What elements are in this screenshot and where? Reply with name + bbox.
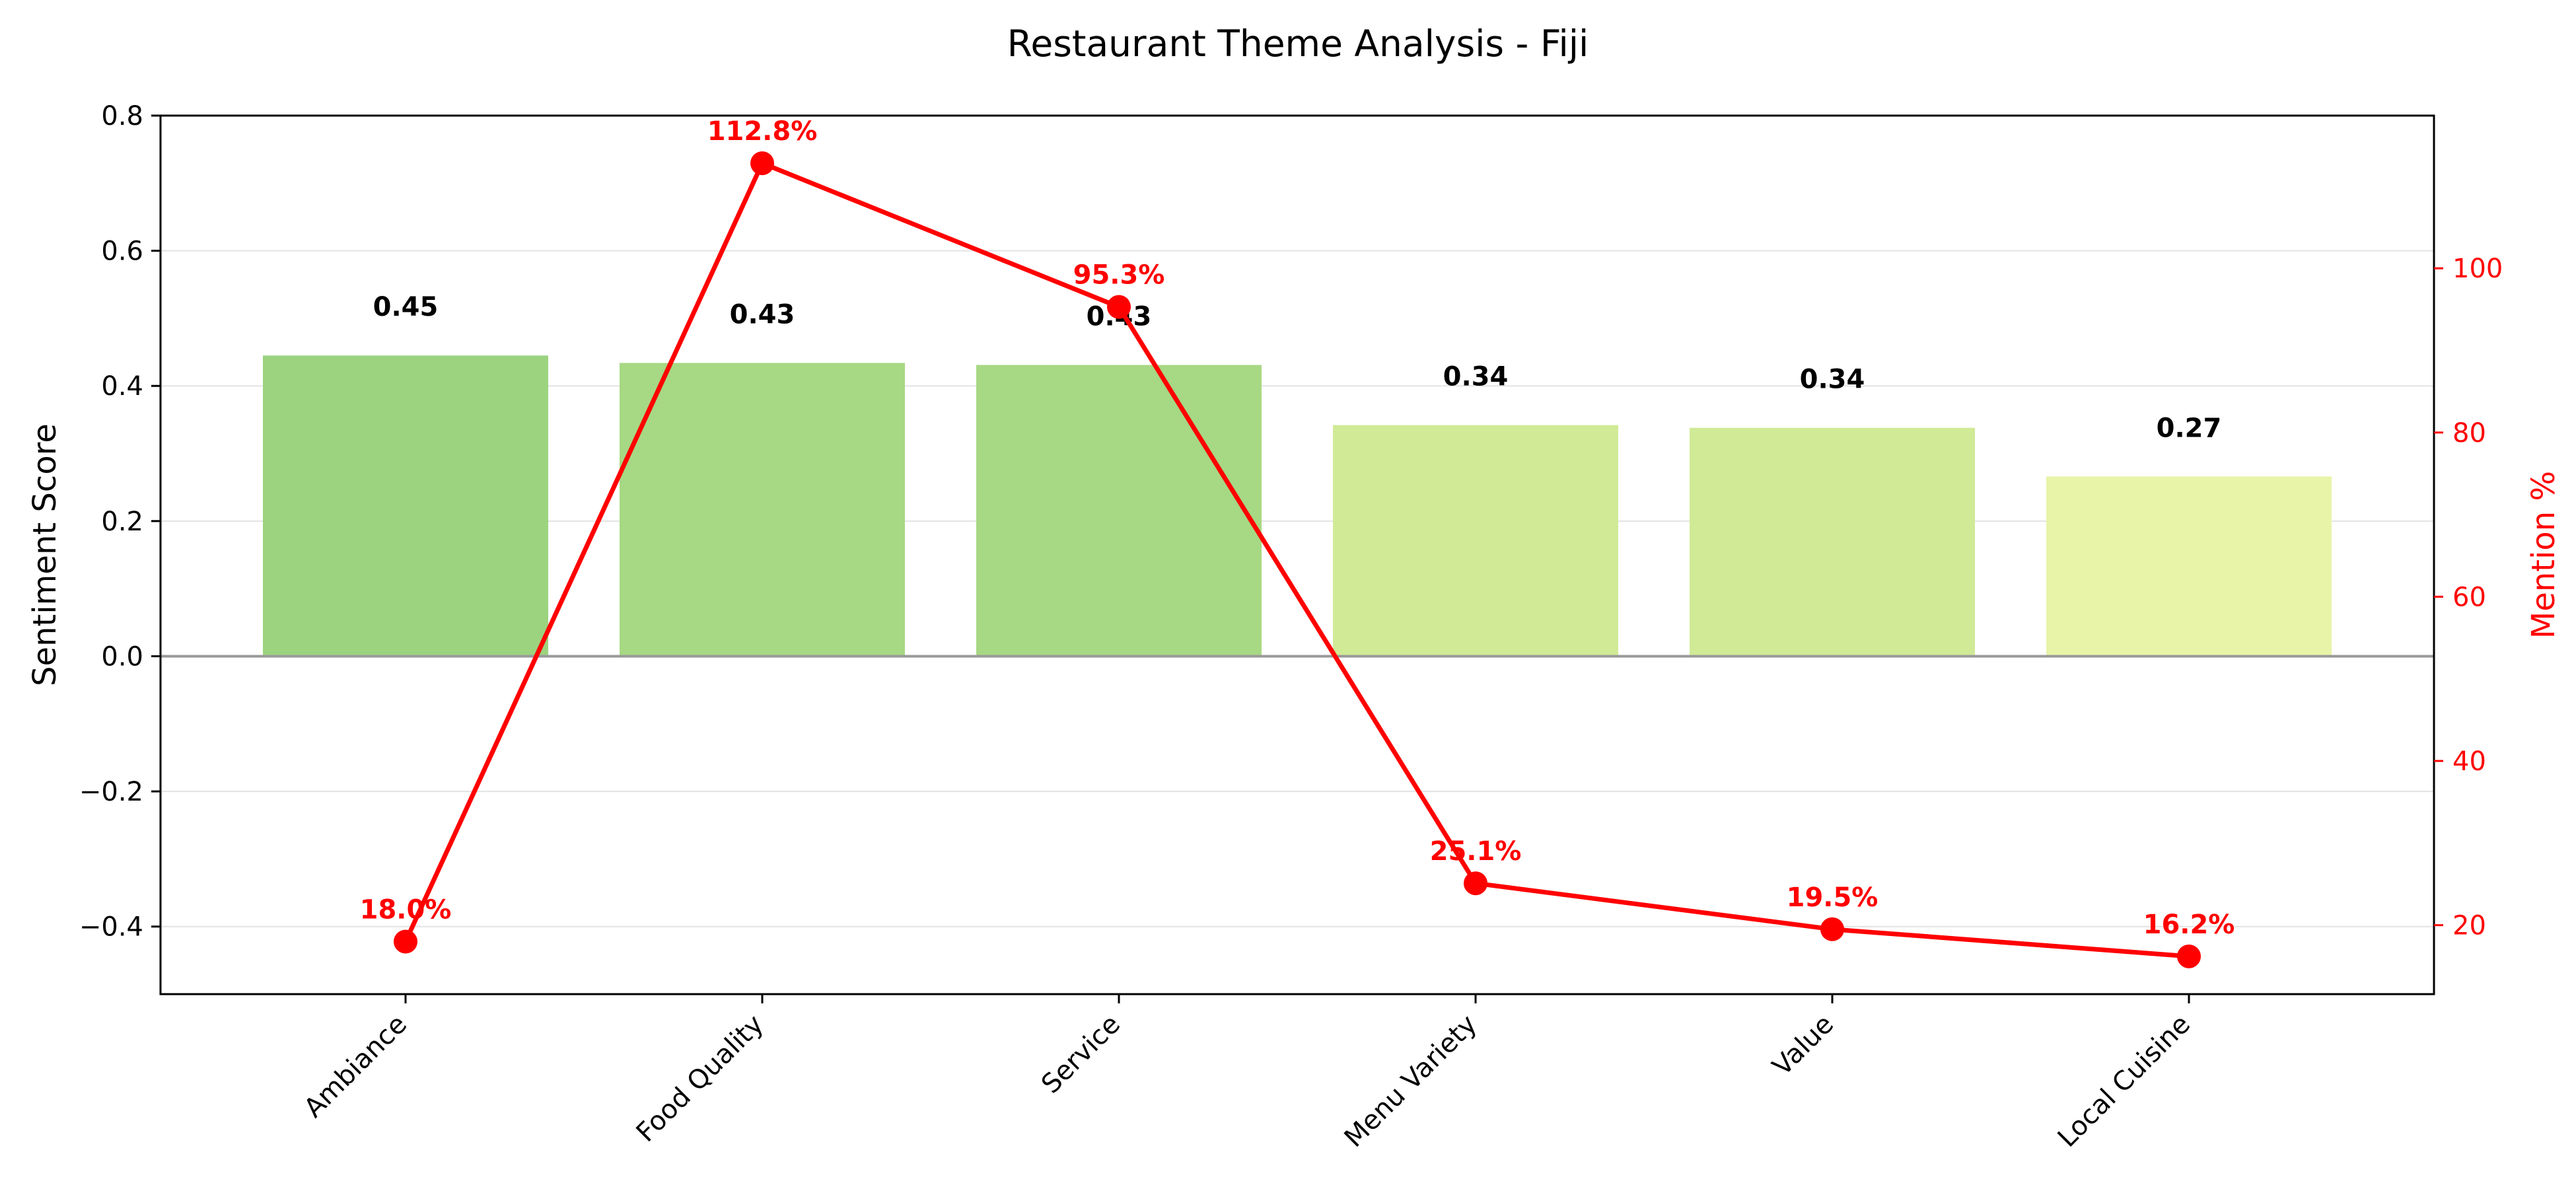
- mention-point: [394, 929, 417, 954]
- y-tick-label: −0.2: [79, 777, 143, 807]
- y2-axis-label: Mention %: [2525, 471, 2562, 639]
- bars: [263, 355, 2332, 657]
- y-tick-label: 0.2: [101, 507, 143, 537]
- mention-point: [1464, 871, 1487, 896]
- x-tick-label: Food Quality: [631, 1009, 769, 1148]
- mention-line: [403, 161, 2190, 959]
- y-axis-label: Sentiment Score: [26, 423, 63, 686]
- chart-title: Restaurant Theme Analysis - Fiji: [1007, 22, 1589, 65]
- y-tick-label: −0.4: [79, 912, 143, 943]
- mention-point: [1107, 295, 1131, 319]
- bar-value-label: 0.45: [373, 292, 439, 322]
- y-tick-label: 0.8: [101, 101, 143, 131]
- y2-tick-label: 60: [2452, 582, 2486, 612]
- bar-value-label: 0.34: [1443, 362, 1509, 392]
- mention-value-label: 112.8%: [707, 116, 818, 147]
- mention-point: [2177, 944, 2201, 968]
- mention-point: [750, 151, 774, 176]
- y-tick-label: 0.6: [101, 236, 143, 267]
- mention-value-labels: 18.0% 112.8% 95.3% 25.1% 19.5% 16.2%: [360, 116, 2235, 940]
- x-tick-label: Local Cuisine: [2052, 1009, 2196, 1153]
- mention-value-label: 19.5%: [1787, 883, 1878, 913]
- mention-point: [1820, 917, 1844, 941]
- right-y-ticks: 20 40 60 80 100: [2434, 254, 2503, 941]
- bar-value-label: 0.34: [1800, 365, 1865, 395]
- x-tick-label: Service: [1036, 1009, 1126, 1100]
- bar: [620, 363, 905, 657]
- y-tick-label: 0.0: [101, 641, 143, 672]
- mention-value-label: 25.1%: [1430, 836, 1522, 867]
- bar: [263, 355, 548, 657]
- left-y-ticks: 0.8 0.6 0.4 0.2 0.0 −0.2 −0.4: [79, 101, 161, 943]
- x-ticks: Ambiance Food Quality Service Menu Variety V…: [299, 994, 2196, 1153]
- y-tick-label: 0.4: [101, 371, 143, 402]
- bar: [2046, 476, 2332, 657]
- bar-value-label: 0.43: [730, 299, 795, 330]
- x-tick-label: Menu Variety: [1339, 1009, 1483, 1153]
- bar: [1690, 427, 1975, 657]
- mention-value-label: 16.2%: [2143, 910, 2235, 940]
- mention-value-label: 95.3%: [1073, 260, 1165, 291]
- y2-tick-label: 20: [2452, 911, 2486, 941]
- bar-value-labels: 0.450.430.430.340.340.27: [373, 292, 2222, 443]
- bar: [1333, 425, 1618, 657]
- y2-tick-label: 100: [2452, 254, 2503, 284]
- x-tick-label: Ambiance: [299, 1009, 413, 1124]
- mention-line-series: [394, 151, 2201, 968]
- x-tick-label: Value: [1767, 1009, 1840, 1082]
- y2-tick-label: 80: [2452, 418, 2486, 449]
- y2-tick-label: 40: [2452, 746, 2486, 777]
- plot-frame: [159, 114, 2435, 995]
- mention-value-label: 18.0%: [360, 894, 452, 925]
- bar: [976, 365, 1262, 657]
- bar-value-label: 0.27: [2157, 413, 2222, 443]
